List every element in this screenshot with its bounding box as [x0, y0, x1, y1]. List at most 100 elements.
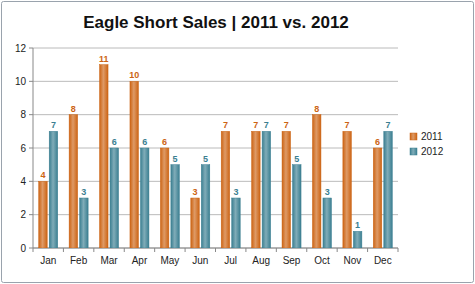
data-label: 6 — [142, 137, 147, 147]
bar — [191, 198, 200, 248]
x-tick-label: Apr — [132, 255, 148, 266]
grid-line — [33, 81, 398, 82]
x-tick — [398, 248, 399, 252]
chart-svg: Eagle Short Sales | 2011 vs. 2012 0 2 4 6 8 10… — [0, 0, 475, 284]
bar — [353, 231, 362, 248]
x-tick — [93, 248, 94, 252]
bar — [171, 165, 180, 248]
x-tick-label: Mar — [100, 255, 118, 266]
x-tick — [154, 248, 155, 252]
bar — [100, 65, 109, 248]
data-label: 7 — [223, 120, 228, 130]
x-tick — [185, 248, 186, 252]
x-tick-label: Jan — [40, 255, 56, 266]
bar — [49, 131, 58, 248]
data-label: 5 — [203, 154, 208, 164]
data-label: 6 — [162, 137, 167, 147]
data-label: 7 — [253, 120, 258, 130]
bar — [384, 131, 393, 248]
data-label: 7 — [51, 120, 56, 130]
data-label: 7 — [345, 120, 350, 130]
bar — [130, 81, 139, 248]
legend-swatch — [410, 133, 417, 140]
x-tick-label: Feb — [70, 255, 88, 266]
y-axis — [33, 48, 34, 248]
bar — [201, 165, 210, 248]
bar — [282, 131, 291, 248]
data-label: 7 — [386, 120, 391, 130]
data-label: 11 — [99, 54, 109, 64]
x-tick — [337, 248, 338, 252]
x-tick-label: Oct — [314, 255, 330, 266]
y-tick-label: 8 — [20, 109, 26, 120]
y-tick-label: 6 — [20, 143, 26, 154]
bar — [312, 115, 321, 248]
legend-label: 2012 — [421, 146, 444, 157]
y-tick — [29, 81, 33, 82]
x-tick — [63, 248, 64, 252]
x-tick-label: Dec — [374, 255, 392, 266]
bar — [39, 181, 48, 248]
y-tick — [29, 114, 33, 115]
bar — [69, 115, 78, 248]
bar — [160, 148, 169, 248]
x-tick — [306, 248, 307, 252]
chart-frame — [2, 2, 474, 283]
y-tick — [29, 181, 33, 182]
y-tick — [29, 148, 33, 149]
y-tick-label: 12 — [15, 43, 27, 54]
chart-title: Eagle Short Sales | 2011 vs. 2012 — [83, 13, 349, 32]
x-tick-label: Jul — [224, 255, 237, 266]
chart-container: Eagle Short Sales | 2011 vs. 2012 0 2 4 6 8 10… — [0, 0, 475, 284]
data-label: 3 — [193, 187, 198, 197]
data-label: 3 — [325, 187, 330, 197]
bar — [110, 148, 119, 248]
y-tick — [29, 248, 33, 249]
bars — [39, 65, 393, 248]
data-label: 5 — [173, 154, 178, 164]
y-tick-label: 4 — [20, 176, 26, 187]
x-tick-label: Nov — [343, 255, 361, 266]
bar — [262, 131, 271, 248]
bar — [343, 131, 352, 248]
x-tick-label: May — [160, 255, 179, 266]
legend: 2011 2012 — [410, 131, 444, 157]
bar — [221, 131, 230, 248]
bar — [293, 165, 302, 248]
grid-line — [33, 48, 398, 49]
x-tick — [215, 248, 216, 252]
data-labels: 48111063777876736655375317 — [40, 54, 390, 231]
bar — [232, 198, 241, 248]
data-label: 10 — [129, 70, 139, 80]
y-tick-label: 10 — [15, 76, 27, 87]
x-tick — [33, 248, 34, 252]
grid-line — [33, 114, 398, 115]
data-label: 4 — [40, 170, 45, 180]
legend-swatch — [410, 148, 417, 155]
data-label: 8 — [314, 104, 319, 114]
data-label: 5 — [294, 154, 299, 164]
x-tick — [245, 248, 246, 252]
data-label: 3 — [233, 187, 238, 197]
bar — [252, 131, 261, 248]
x-tick-label: Sep — [283, 255, 301, 266]
y-tick-label: 0 — [20, 243, 26, 254]
bar — [373, 148, 382, 248]
x-tick — [124, 248, 125, 252]
bar — [80, 198, 89, 248]
data-label: 1 — [355, 220, 360, 230]
y-tick — [29, 214, 33, 215]
data-label: 6 — [112, 137, 117, 147]
data-label: 8 — [71, 104, 76, 114]
data-label: 3 — [81, 187, 86, 197]
x-tick-label: Jun — [192, 255, 208, 266]
data-label: 6 — [375, 137, 380, 147]
x-tick — [367, 248, 368, 252]
y-tick-label: 2 — [20, 209, 26, 220]
legend-label: 2011 — [421, 131, 443, 142]
data-label: 7 — [284, 120, 289, 130]
data-label: 7 — [264, 120, 269, 130]
bar — [140, 148, 149, 248]
x-tick — [276, 248, 277, 252]
bar — [323, 198, 332, 248]
